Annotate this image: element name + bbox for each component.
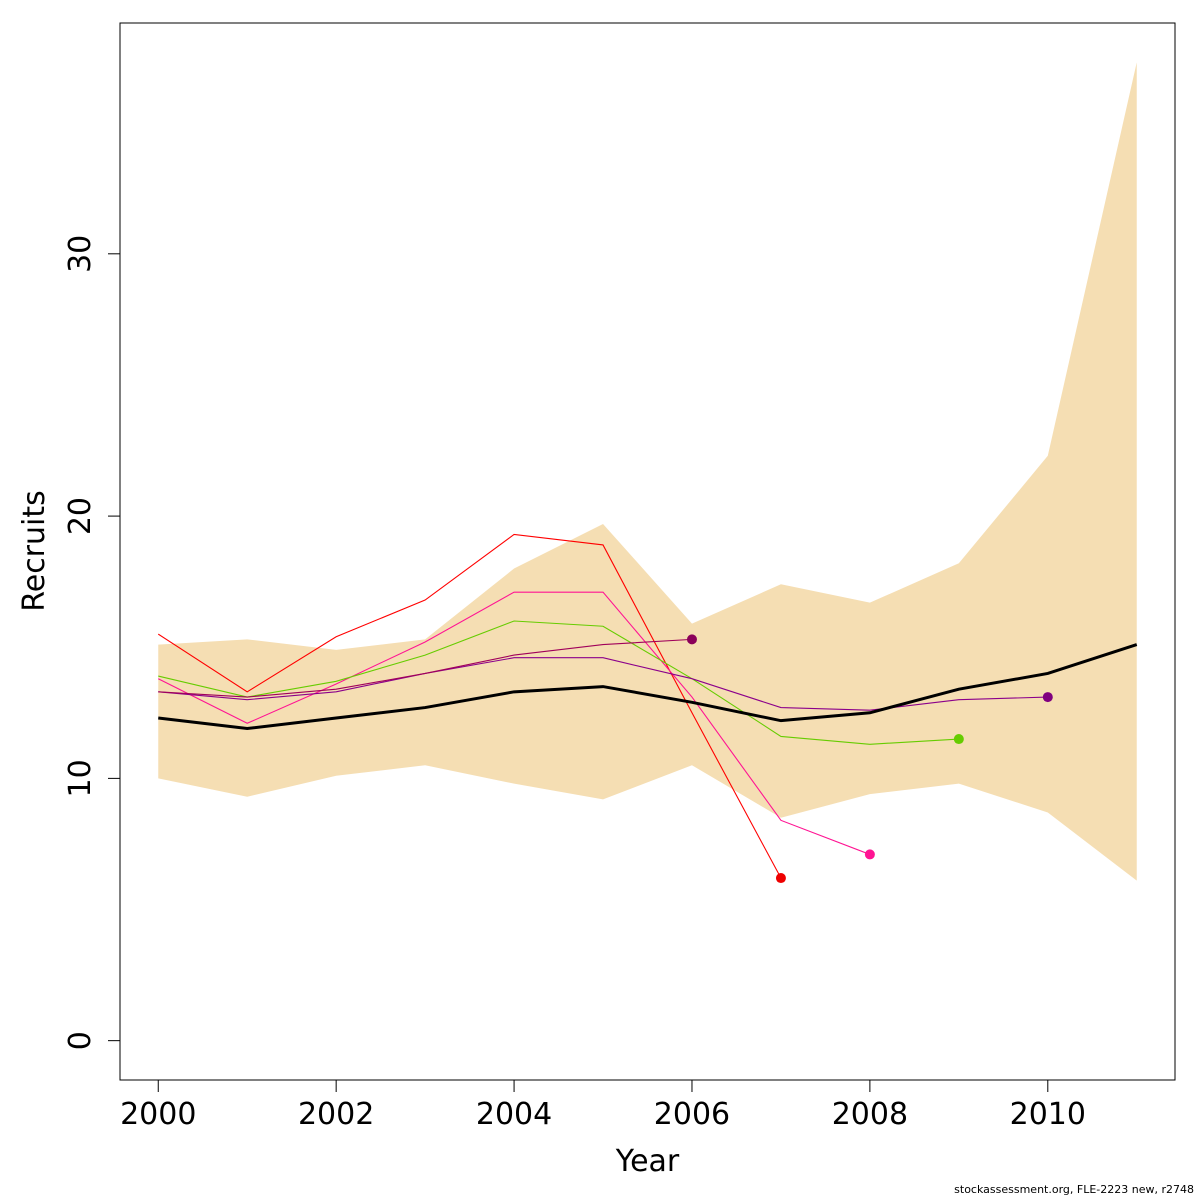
y-axis: 0 10 20 30 — [63, 235, 121, 1050]
confidence-band-layer — [158, 62, 1137, 881]
main-estimate-line — [158, 643, 1138, 731]
y-tick-label: 0 — [63, 1031, 98, 1050]
y-tick-label: 10 — [63, 759, 98, 797]
source-note: stockassessment.org, FLE-2223 new, r2748 — [954, 1183, 1194, 1196]
end-point-2 — [775, 873, 786, 884]
x-axis: 2000 2002 2004 2006 2008 2010 — [120, 1079, 1086, 1132]
end-point-3 — [864, 849, 875, 860]
y-tick-label: 30 — [63, 235, 98, 273]
end-points-layer — [686, 634, 1053, 884]
series-layer — [157, 533, 1138, 879]
x-tick-label: 2010 — [1010, 1097, 1086, 1132]
x-tick-label: 2008 — [832, 1097, 908, 1132]
retro-series-line-2 — [158, 591, 871, 855]
end-point-4 — [953, 734, 964, 745]
x-tick-label: 2000 — [120, 1097, 196, 1132]
x-axis-title: Year — [615, 1144, 680, 1179]
retro-series-line-4 — [158, 657, 1048, 711]
end-point-1 — [686, 634, 697, 645]
y-tick-label: 20 — [63, 497, 98, 535]
x-tick-label: 2006 — [654, 1097, 730, 1132]
x-tick-label: 2002 — [298, 1097, 374, 1132]
retro-series-line-1 — [157, 533, 782, 879]
x-tick-label: 2004 — [476, 1097, 552, 1132]
end-point-5 — [1042, 692, 1053, 703]
y-axis-title: Recruits — [17, 490, 52, 612]
retro-series-line-3 — [158, 620, 959, 745]
retro-series-line-5 — [158, 638, 693, 698]
confidence-band — [158, 62, 1137, 881]
